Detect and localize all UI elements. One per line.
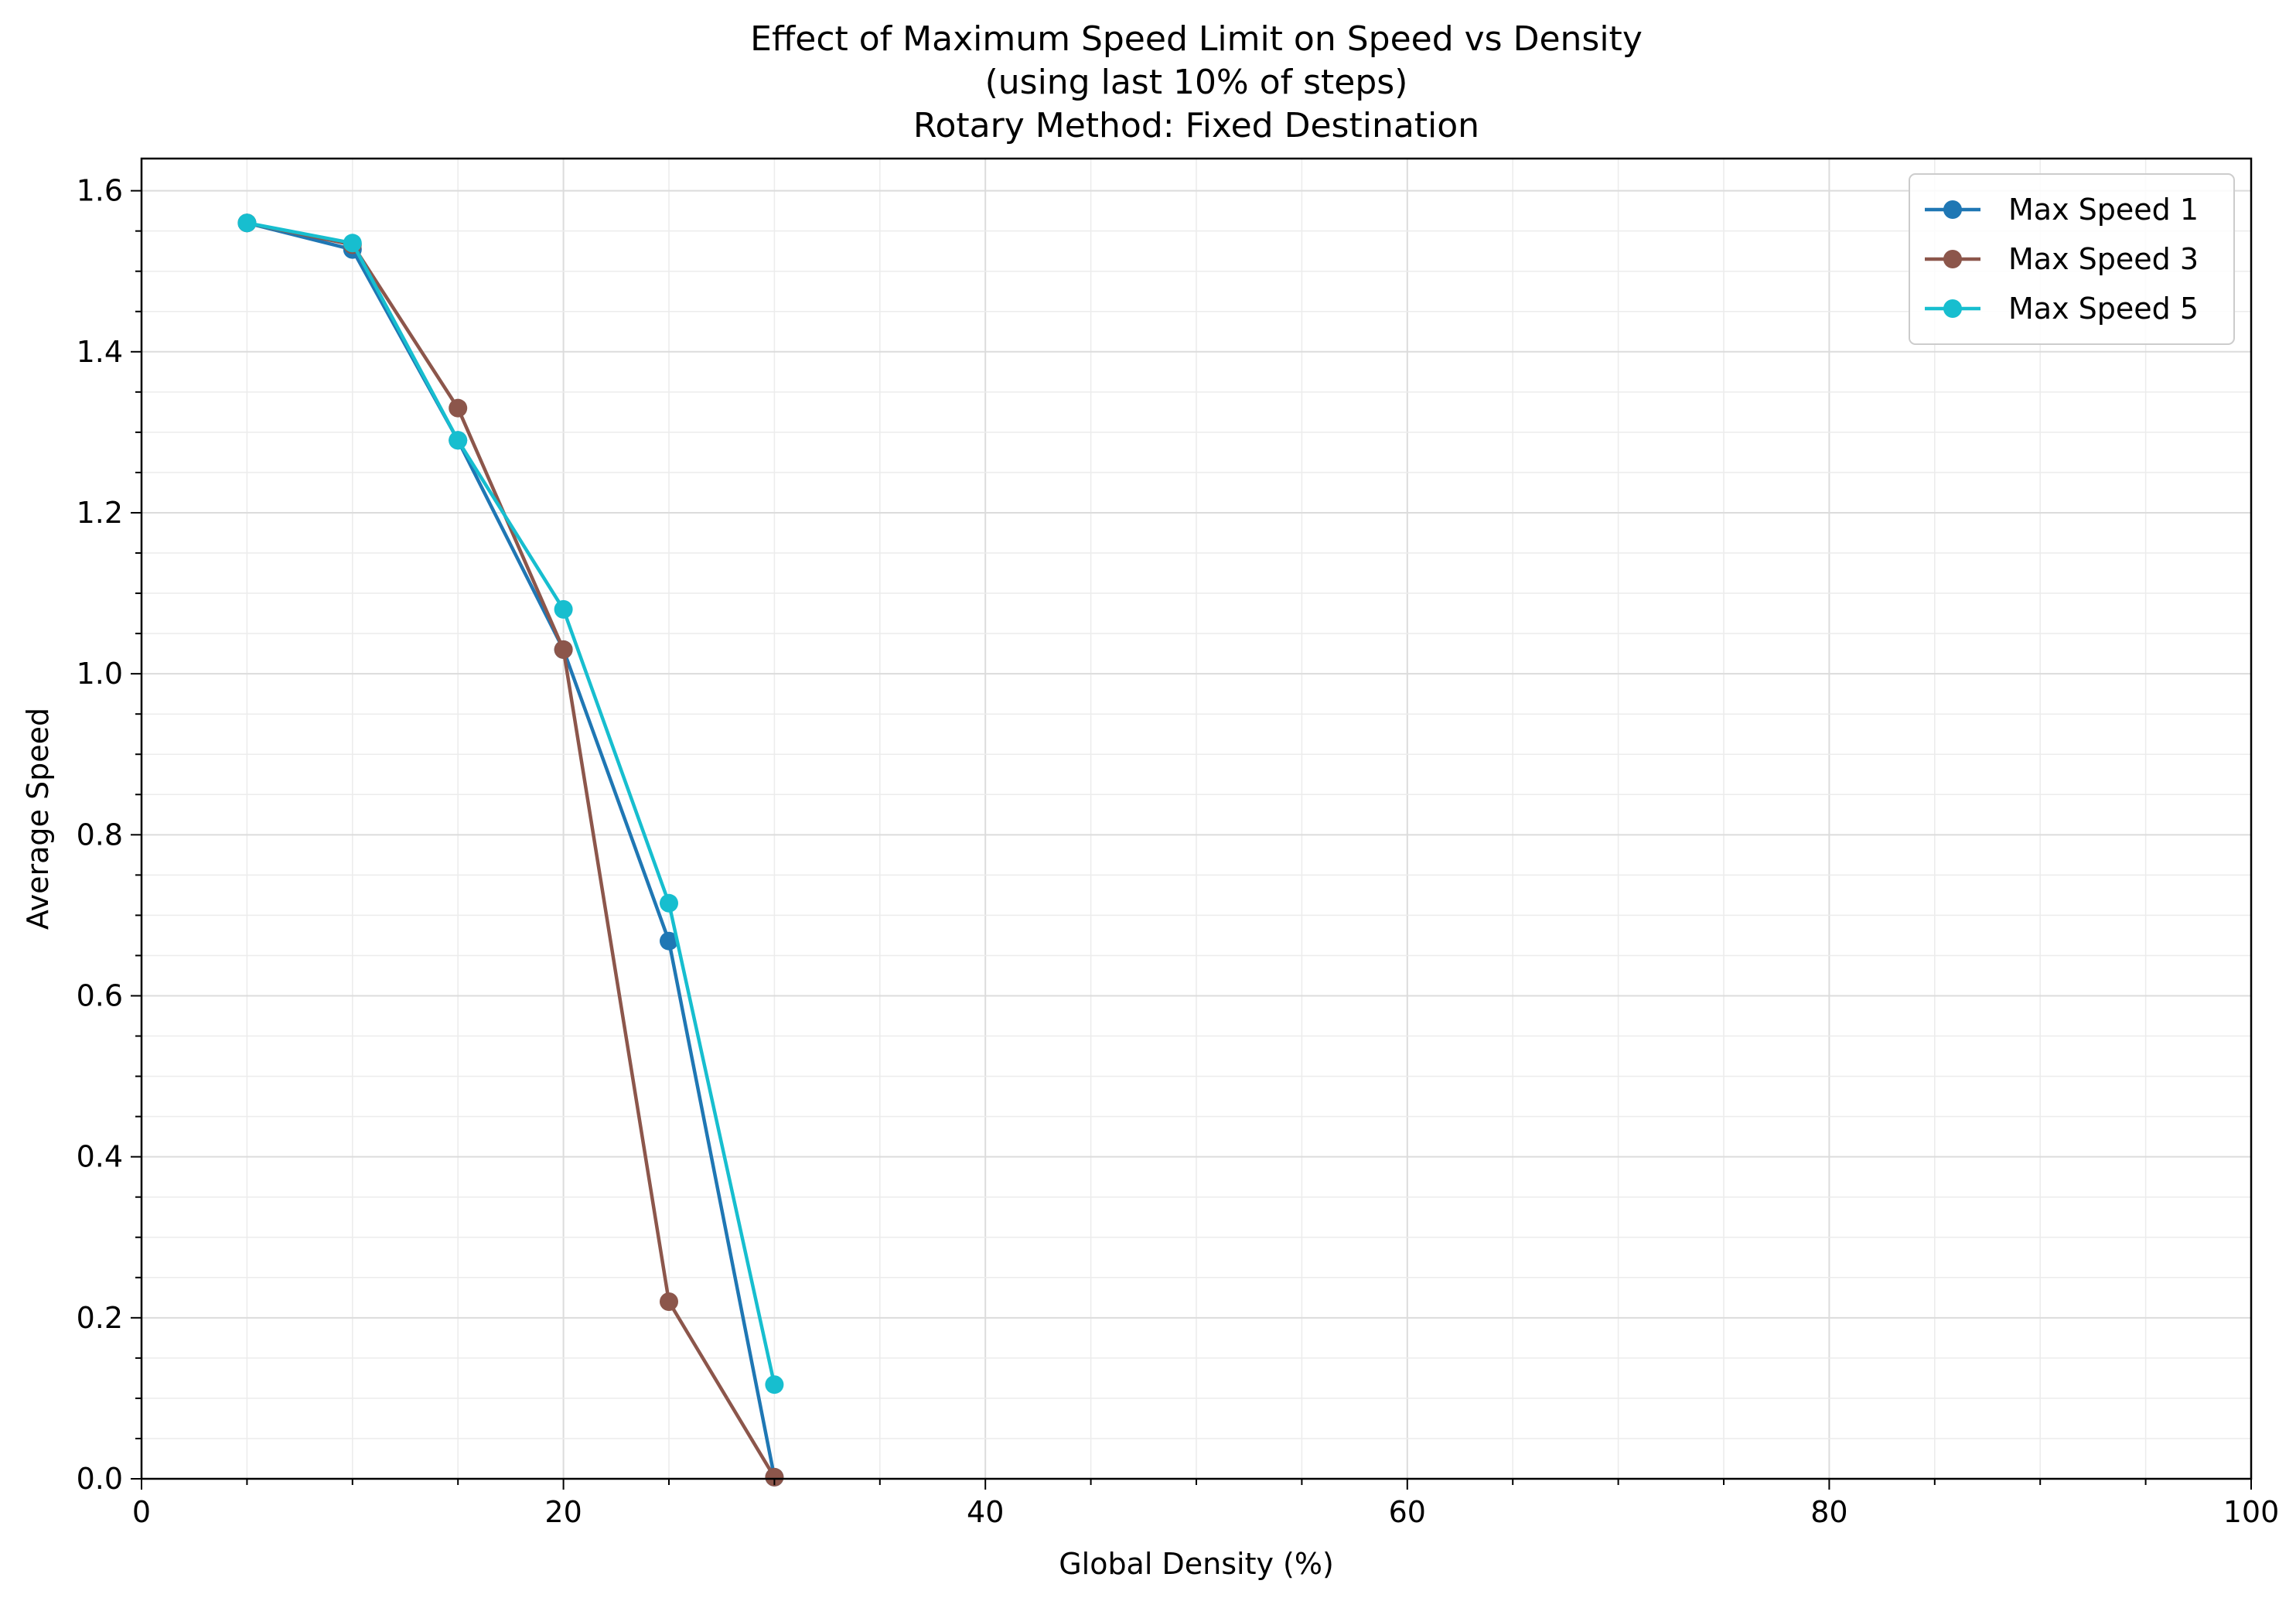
x-tick-label: 100: [2223, 1495, 2280, 1529]
data-point: [554, 640, 573, 659]
y-tick-label: 1.6: [77, 174, 123, 208]
y-tick-label: 0.0: [77, 1462, 123, 1496]
data-point: [765, 1467, 784, 1487]
legend: Max Speed 1 Max Speed 3 Max Speed 5: [1909, 173, 2235, 345]
data-point: [343, 234, 362, 253]
data-point: [765, 1375, 784, 1394]
legend-box: [1909, 173, 2235, 345]
legend-label: Max Speed 1: [2008, 193, 2199, 227]
title-line: (using last 10% of steps): [985, 63, 1408, 102]
legend-item: Max Speed 5: [1925, 292, 2199, 326]
y-tick-label: 0.2: [77, 1301, 123, 1335]
series-layer: [237, 213, 784, 1487]
title-line: Rotary Method: Fixed Destination: [913, 106, 1479, 145]
data-point: [660, 1292, 678, 1312]
series-line: [246, 221, 776, 1478]
legend-label: Max Speed 5: [2008, 292, 2199, 326]
y-tick-label: 0.6: [77, 978, 123, 1012]
grid: [141, 159, 2252, 1480]
data-point: [660, 931, 678, 951]
title-line: Effect of Maximum Speed Limit on Speed v…: [750, 19, 1643, 59]
series-line: [246, 221, 776, 1385]
x-axis-label: Global Density (%): [1059, 1547, 1334, 1581]
legend-item: Max Speed 1: [1925, 193, 2199, 227]
data-point: [554, 599, 573, 619]
legend-marker: [1943, 200, 1962, 219]
y-tick-label: 1.4: [77, 335, 123, 369]
data-point: [449, 398, 468, 418]
series-3: [237, 213, 784, 1394]
x-tick-label: 20: [544, 1495, 582, 1529]
x-tick-label: 80: [1810, 1495, 1847, 1529]
axis-ticks: 0 20 40 60 80 100 0.0 0.2 0.4 0.6 0.8 1.0 1.2 1.4 1.6: [77, 174, 2280, 1529]
y-tick-label: 1.2: [77, 496, 123, 530]
y-axis-label: Average Speed: [21, 708, 55, 930]
data-point: [237, 213, 257, 233]
x-tick-label: 40: [967, 1495, 1004, 1529]
x-tick-label: 60: [1389, 1495, 1426, 1529]
y-tick-label: 0.4: [77, 1140, 123, 1174]
legend-marker: [1943, 250, 1962, 268]
chart-title: Effect of Maximum Speed Limit on Speed v…: [750, 19, 1643, 145]
legend-item: Max Speed 3: [1925, 242, 2199, 276]
y-tick-label: 1.0: [77, 657, 123, 691]
y-tick-label: 0.8: [77, 818, 123, 852]
x-tick-label: 0: [132, 1495, 151, 1529]
data-point: [660, 893, 678, 913]
legend-marker: [1943, 299, 1962, 318]
data-point: [449, 431, 468, 450]
legend-label: Max Speed 3: [2008, 242, 2199, 276]
